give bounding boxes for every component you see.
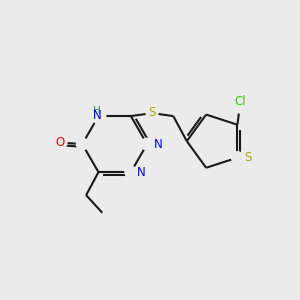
Text: H: H [93, 106, 101, 116]
Text: N: N [154, 138, 162, 151]
Text: S: S [244, 151, 251, 164]
Text: N: N [93, 109, 101, 122]
Text: Cl: Cl [234, 95, 246, 108]
Circle shape [232, 152, 243, 164]
Text: S: S [148, 106, 156, 119]
Text: O: O [55, 136, 64, 149]
Circle shape [91, 109, 106, 123]
Circle shape [233, 100, 246, 113]
Circle shape [76, 138, 88, 150]
Circle shape [125, 166, 137, 178]
Circle shape [146, 107, 158, 119]
Circle shape [141, 138, 153, 150]
Text: N: N [137, 166, 146, 179]
Circle shape [55, 137, 67, 148]
